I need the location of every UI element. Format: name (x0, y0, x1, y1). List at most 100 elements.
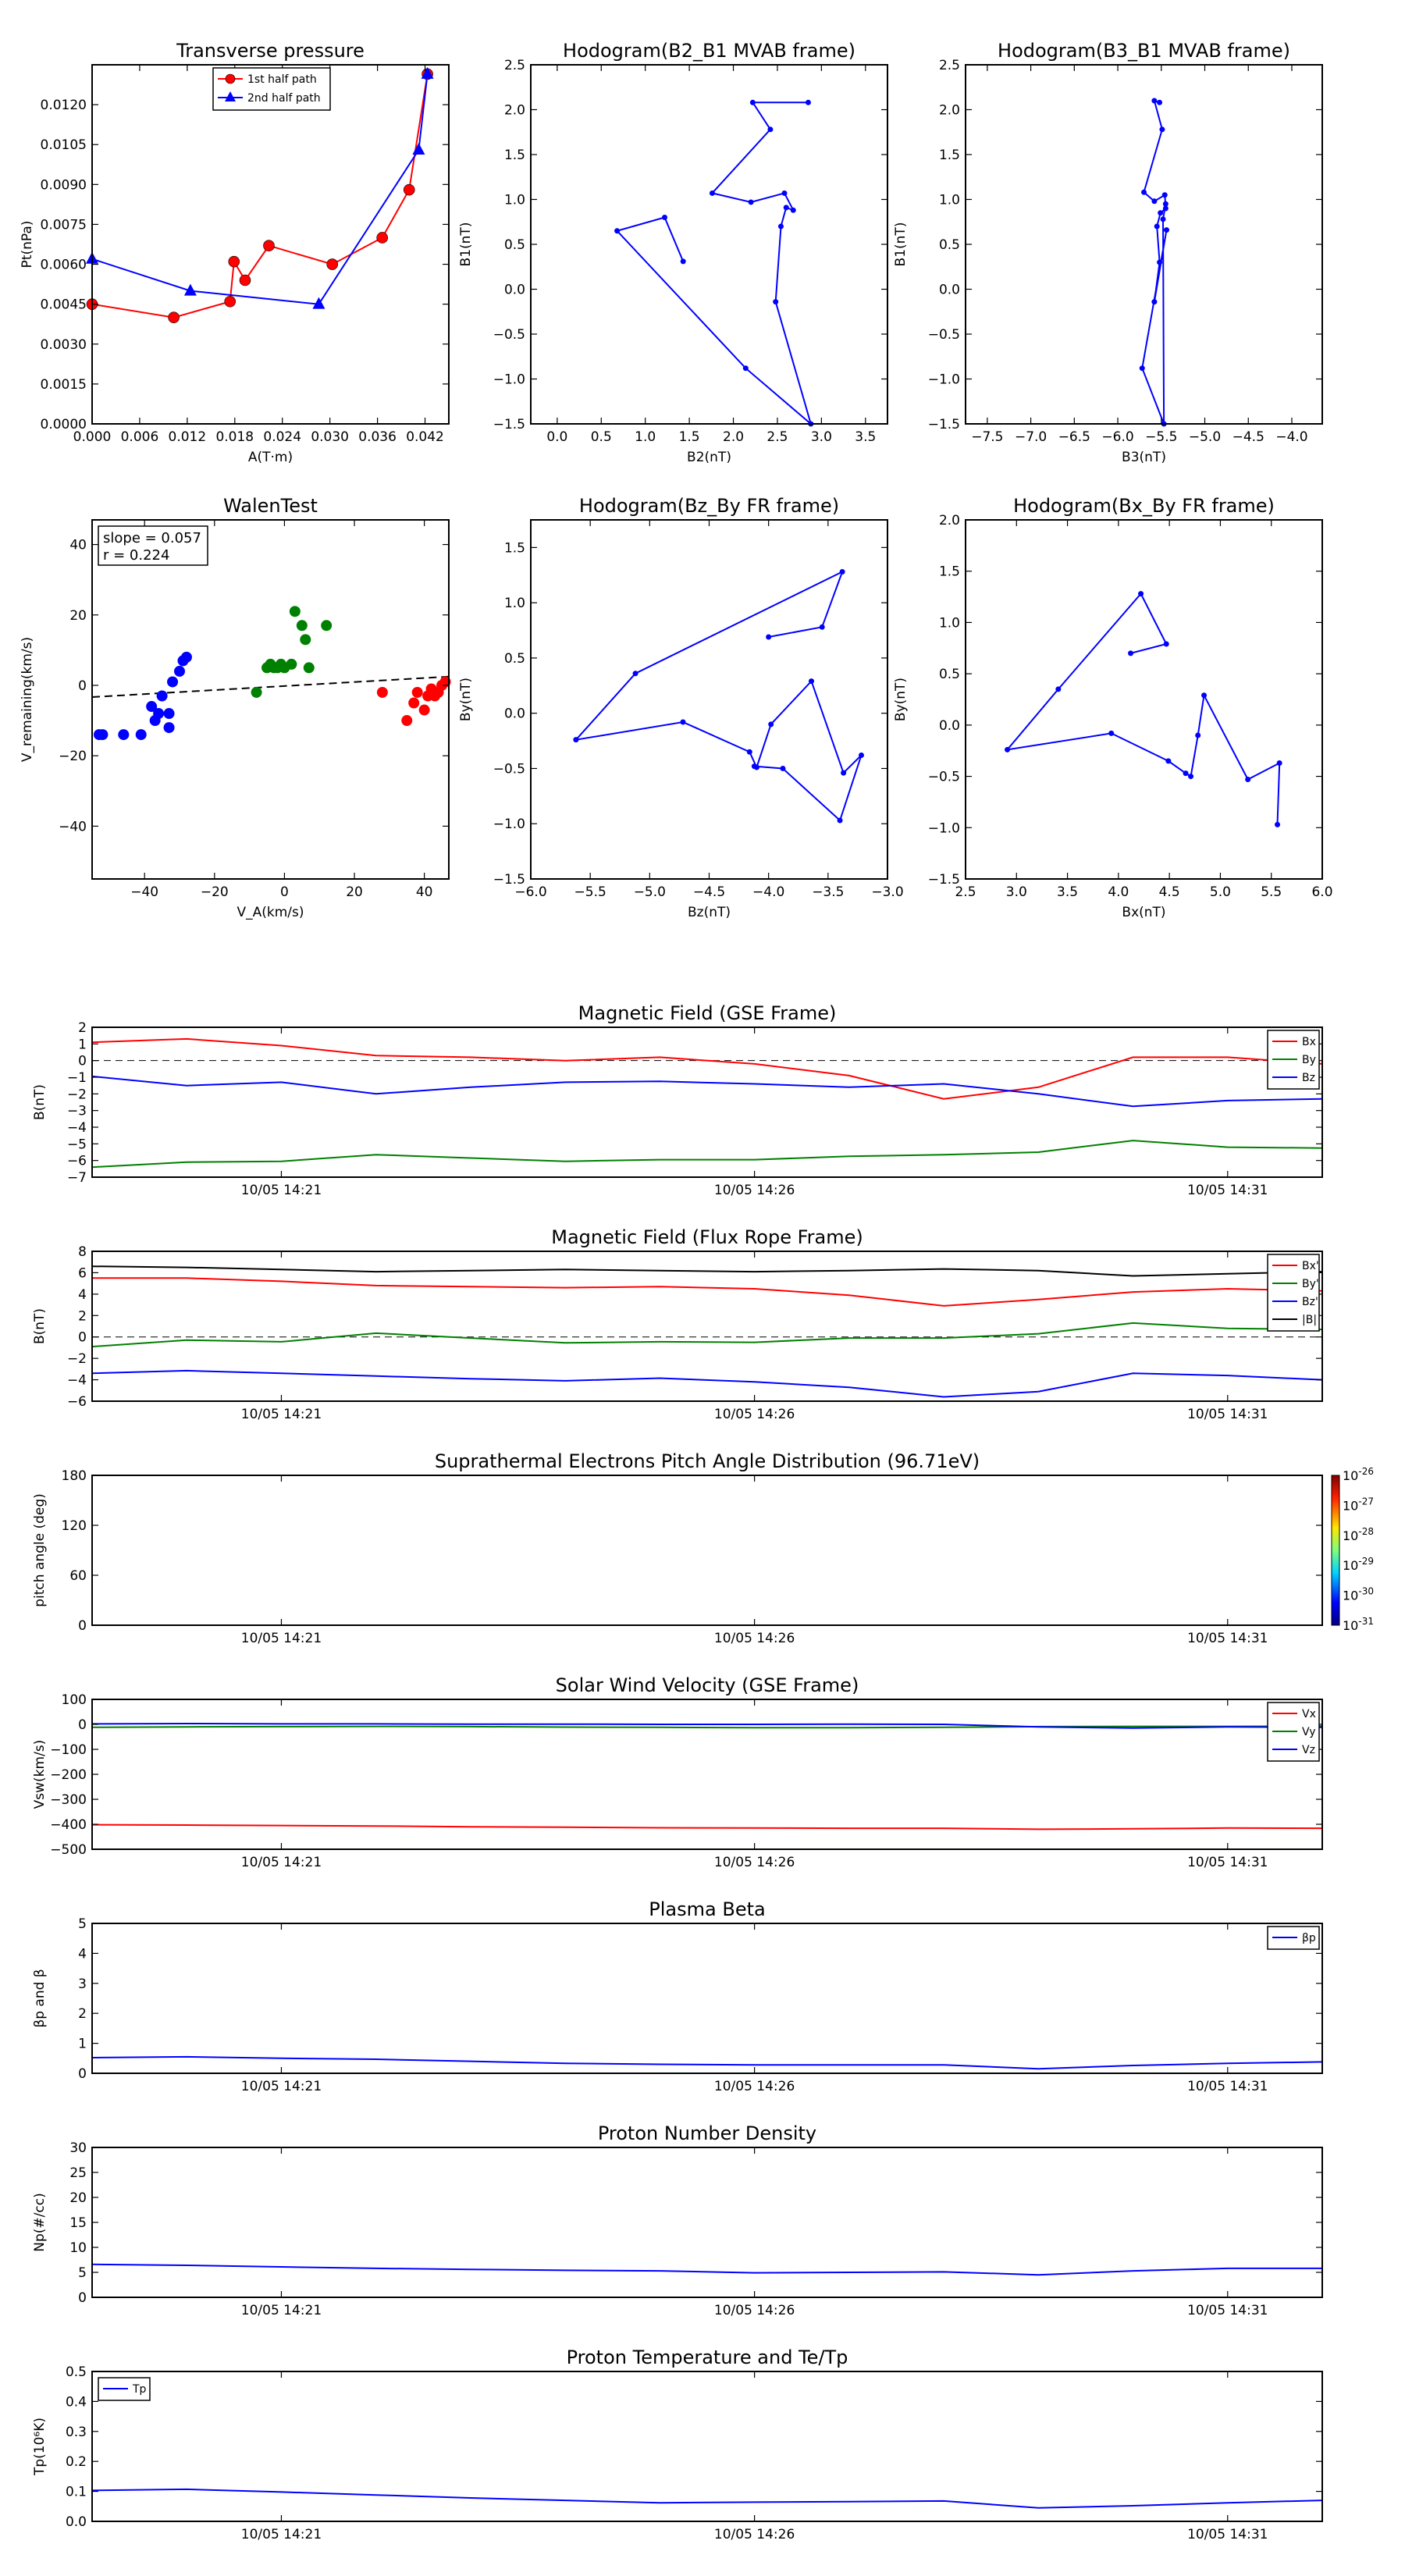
y-tick-label: 2.0 (939, 513, 960, 528)
y-tick-label: −1.5 (928, 872, 960, 888)
x-tick-label: 1.5 (679, 429, 700, 445)
y-tick-label: 0.5 (939, 237, 960, 253)
y-tick-label: 0.0 (504, 283, 525, 298)
colorbar-tick-label: 10-31 (1343, 1616, 1374, 1633)
data-point (809, 678, 815, 685)
y-tick-label: 0.0030 (41, 337, 87, 353)
y-axis-label: B(nT) (32, 1308, 48, 1344)
data-point (1160, 216, 1166, 222)
legend: Vx Vy Vz (1267, 1702, 1320, 1762)
y-tick-label: 0.2 (66, 2454, 87, 2470)
x-tick-label: 0.042 (406, 429, 444, 445)
x-tick-label: 2.5 (955, 884, 976, 900)
data-layer (92, 675, 449, 698)
y-tick-label: −0.5 (493, 761, 525, 777)
y-tick-label: 0.0 (939, 283, 960, 298)
data-layer (92, 2488, 1322, 2509)
data-point (224, 295, 237, 308)
x-tick-label: 40 (416, 884, 433, 900)
y-tick-label: −1.0 (493, 817, 525, 832)
data-point (749, 99, 756, 105)
x-tick-label: 0.024 (263, 429, 301, 445)
data-point (1108, 730, 1115, 736)
x-tick-label: 4.5 (1159, 884, 1180, 900)
annotation-box (98, 525, 208, 566)
y-tick-label: 0.0075 (41, 217, 87, 233)
legend: Bx' By' Bz' |B| (1267, 1254, 1320, 1332)
y-tick-label: −500 (50, 1842, 87, 1858)
axes-frame (91, 1026, 1323, 1178)
y-tick-label: 15 (69, 2215, 87, 2231)
data-point (251, 686, 262, 698)
data-point (858, 752, 864, 758)
data-point (819, 624, 825, 630)
x-tick-label: 20 (346, 884, 363, 900)
data-point (168, 311, 180, 324)
y-tick-label: 8 (78, 1244, 87, 1260)
data-point (1188, 774, 1194, 780)
y-tick-label: −400 (50, 1817, 87, 1833)
y-tick-label: −0.5 (928, 770, 960, 785)
annotation-text: r = 0.224 (103, 547, 169, 564)
series-line-1st half path (92, 73, 429, 318)
y-tick-label: 20 (69, 608, 87, 624)
data-point (1154, 223, 1160, 229)
series-line-Bz' (92, 1369, 1322, 1398)
legend-label: 1st half path (247, 73, 317, 86)
x-tick-label: 0.000 (73, 429, 112, 445)
x-tick-label: 6.0 (1311, 884, 1332, 900)
x-tick-label: 1.0 (635, 429, 656, 445)
x-tick-label: 10/05 14:31 (1187, 2079, 1268, 2094)
chart-beta: Plasma Beta 10/05 14:21 10/05 14:26 10/05 1… (32, 1898, 1323, 2094)
y-tick-label: 10 (69, 2240, 87, 2256)
x-tick-label: 0.030 (311, 429, 349, 445)
data-point (376, 686, 388, 698)
y-axis-label: βp and β (32, 1969, 48, 2027)
data-point (766, 634, 772, 640)
x-tick-label: −4.5 (693, 884, 725, 900)
y-tick-label: 2.0 (504, 103, 525, 119)
data-point (239, 274, 251, 286)
y-tick-label: 180 (62, 1468, 87, 1484)
x-tick-label: 2.5 (767, 429, 788, 445)
chart-pad: Suprathermal Electrons Pitch Angle Distr… (32, 1450, 1374, 1646)
x-tick-label: −4.5 (1232, 429, 1264, 445)
data-point (1165, 758, 1172, 764)
data-point (805, 99, 811, 105)
data-point (180, 651, 192, 663)
legend-label: Bz' (1302, 1296, 1318, 1308)
chart-title: Suprathermal Electrons Pitch Angle Distr… (435, 1450, 980, 1472)
data-point (742, 365, 749, 372)
data-layer (92, 2263, 1322, 2276)
legend: Bx By Bz (1267, 1030, 1320, 1090)
data-point (614, 228, 621, 234)
y-tick-label: −300 (50, 1792, 87, 1808)
x-tick-label: 5.0 (1210, 884, 1231, 900)
data-point (1139, 365, 1145, 372)
chart-title: Proton Number Density (598, 2122, 816, 2144)
y-tick-label: 1.5 (939, 564, 960, 580)
x-tick-label: −5.5 (1145, 429, 1177, 445)
legend-label: Vy (1302, 1726, 1316, 1738)
data-point (312, 297, 325, 309)
data-point (573, 737, 579, 743)
chart-title: Transverse pressure (176, 40, 365, 62)
legend: βp (1267, 1926, 1320, 1950)
chart-title: Hodogram(Bz_By FR frame) (579, 495, 839, 517)
x-tick-label: 10/05 14:26 (714, 1183, 795, 1198)
x-tick-label: 0.0 (546, 429, 567, 445)
plot-area (92, 1251, 1322, 1401)
y-tick-label: 1 (78, 2037, 87, 2052)
y-tick-label: −0.5 (928, 327, 960, 343)
y-tick-label: 0.0000 (41, 417, 87, 432)
chart-h21: Hodogram(B2_B1 MVAB frame) 0.0 0.5 1.0 1.5 2.… (458, 40, 888, 465)
x-tick-label: 0.018 (215, 429, 254, 445)
x-tick-label: 0.036 (358, 429, 397, 445)
legend-label: By (1302, 1054, 1316, 1066)
data-point (1163, 227, 1169, 233)
data-point (418, 704, 430, 716)
y-tick-label: 0.1 (66, 2485, 87, 2500)
data-point (1201, 692, 1208, 699)
chart-tp: Transverse pressure 0.000 0.006 0.012 0.018 0… (20, 40, 450, 465)
data-point (163, 708, 175, 720)
